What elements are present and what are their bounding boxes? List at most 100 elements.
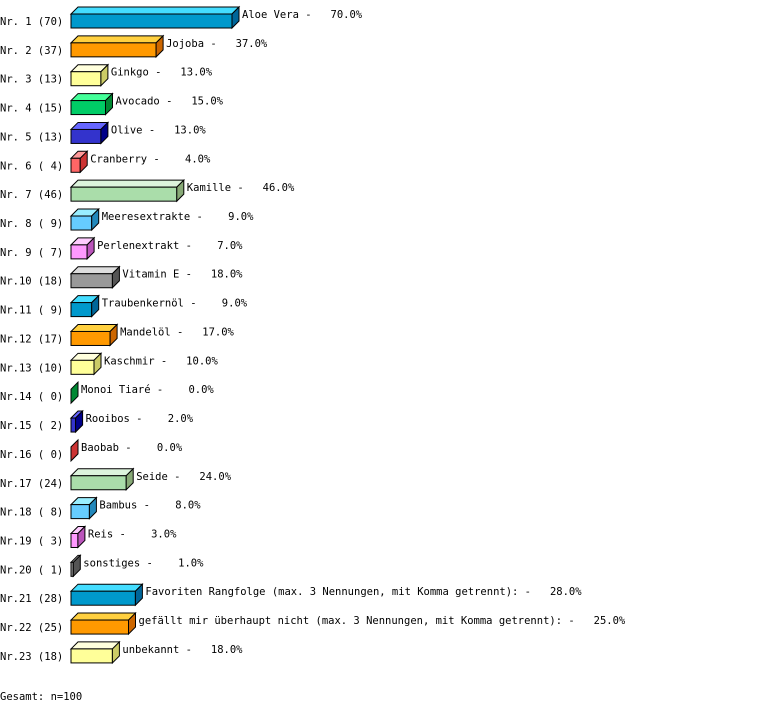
bar	[70, 100, 106, 116]
value-label: Cranberry - 4.0%	[90, 153, 211, 165]
bar	[70, 273, 113, 289]
bar-side	[111, 265, 120, 289]
value-label: Mandelöl - 17.0%	[120, 326, 234, 338]
bar	[70, 215, 93, 231]
value-label: Seide - 24.0%	[136, 471, 232, 483]
row-label: Nr.16 ( 0)	[0, 449, 63, 461]
row-label: Nr. 6 ( 4)	[0, 160, 63, 172]
row-label: Nr.22 (25)	[0, 622, 63, 634]
bar	[70, 359, 95, 375]
bar-side	[105, 92, 113, 116]
bar	[70, 590, 136, 606]
bar	[70, 244, 88, 260]
bar	[70, 619, 129, 635]
value-label: Kamille - 46.0%	[187, 182, 295, 194]
bar-top	[69, 6, 241, 15]
value-label: Vitamin E - 18.0%	[122, 269, 243, 281]
bar-side	[155, 34, 164, 59]
bar	[70, 13, 233, 29]
bar-side	[100, 121, 109, 145]
bar-side	[91, 207, 100, 232]
row-label: Nr. 8 ( 9)	[0, 218, 63, 230]
bar	[70, 128, 102, 144]
row-label: Nr.10 (18)	[0, 276, 63, 288]
bar-side	[86, 236, 95, 261]
bar-side	[79, 150, 88, 174]
bar	[70, 157, 81, 173]
bar-top	[69, 179, 186, 188]
bar	[70, 330, 111, 346]
bar-top	[69, 583, 144, 592]
row-label: Nr.15 ( 2)	[0, 420, 63, 432]
bar	[70, 648, 113, 664]
bar-side	[88, 496, 97, 520]
bar-top	[69, 612, 137, 621]
row-label: Nr. 3 (13)	[0, 74, 63, 86]
total-count: Gesamt: n=100	[0, 691, 83, 703]
value-label: Meeresextrakte - 9.0%	[102, 211, 254, 223]
value-label: Monoi Tiaré - 0.0%	[81, 384, 214, 396]
value-label: sonstiges - 1.0%	[83, 557, 204, 569]
value-label: Perlenextrakt - 7.0%	[97, 240, 243, 252]
bar-side	[128, 611, 136, 636]
row-label: Nr. 2 (37)	[0, 45, 63, 57]
row-label: Nr. 4 (15)	[0, 103, 63, 115]
value-label: Olive - 13.0%	[111, 124, 207, 136]
bar-side	[231, 5, 240, 30]
bar-side	[72, 554, 81, 578]
value-label: Rooibos - 2.0%	[86, 413, 194, 425]
bar-side	[77, 525, 86, 549]
row-label: Nr.23 (18)	[0, 651, 63, 663]
bar	[70, 42, 157, 58]
row-label: Nr.11 ( 9)	[0, 305, 63, 317]
value-label: unbekannt - 18.0%	[122, 644, 243, 656]
bar-side	[109, 323, 118, 347]
bar-top	[69, 641, 121, 650]
row-label: Nr.19 ( 3)	[0, 535, 63, 547]
bar-side	[75, 409, 84, 434]
bar	[70, 504, 90, 520]
value-label: Avocado - 15.0%	[116, 96, 224, 108]
bar-top	[69, 323, 119, 332]
bar-side	[91, 294, 100, 318]
bar-side	[111, 640, 120, 665]
row-label: Nr.21 (28)	[0, 593, 63, 605]
row-label: Nr.20 ( 1)	[0, 564, 63, 576]
row-label: Nr. 5 (13)	[0, 131, 63, 143]
bar	[70, 302, 93, 318]
value-label: Bambus - 8.0%	[99, 500, 201, 512]
value-label: Favoriten Rangfolge (max. 3 Nennungen, m…	[145, 586, 582, 598]
row-label: Nr.12 (17)	[0, 333, 63, 345]
bar-side	[100, 63, 109, 87]
bar-side	[70, 438, 79, 463]
value-label: Aloe Vera - 70.0%	[242, 9, 363, 21]
bar-side	[176, 178, 185, 203]
row-label: Nr.14 ( 0)	[0, 391, 63, 403]
value-label: Ginkgo - 13.0%	[111, 67, 213, 79]
row-label: Nr. 1 (70)	[0, 16, 63, 28]
value-label: Kaschmir - 10.0%	[104, 355, 218, 367]
value-label: gefällt mir überhaupt nicht (max. 3 Nenn…	[139, 615, 626, 627]
bar-side	[134, 582, 143, 607]
row-label: Nr.18 ( 8)	[0, 507, 63, 519]
bar-top	[69, 468, 135, 477]
bar-side	[125, 467, 134, 491]
bar-side	[70, 380, 79, 405]
bar-top	[69, 266, 121, 275]
row-label: Nr. 9 ( 7)	[0, 247, 63, 259]
bar	[70, 186, 178, 202]
value-label: Traubenkernöl - 9.0%	[102, 298, 248, 310]
bar-side	[93, 352, 102, 376]
bar	[70, 71, 102, 87]
bar-top	[69, 35, 165, 44]
bar	[70, 532, 79, 548]
row-label: Nr. 7 (46)	[0, 189, 63, 201]
bar	[70, 475, 127, 491]
row-label: Nr.13 (10)	[0, 362, 63, 374]
value-label: Baobab - 0.0%	[81, 442, 183, 454]
row-label: Nr.17 (24)	[0, 478, 63, 490]
bar	[70, 417, 77, 433]
value-label: Reis - 3.0%	[88, 528, 177, 540]
value-label: Jojoba - 37.0%	[166, 38, 268, 50]
